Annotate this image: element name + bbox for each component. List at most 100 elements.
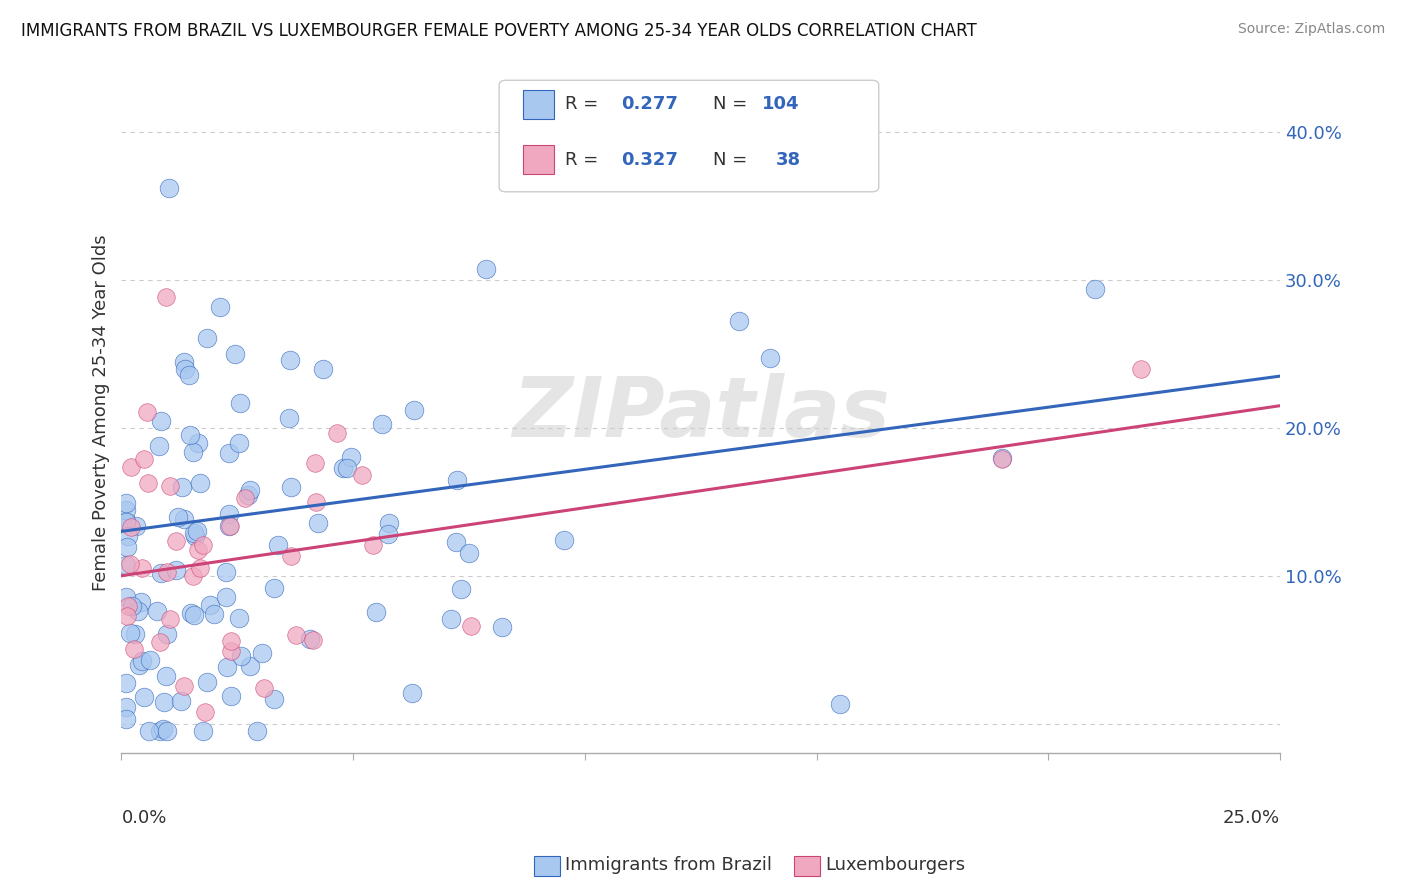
Point <box>117 529 139 543</box>
Point <box>378 516 401 531</box>
Point <box>136 475 159 490</box>
Point <box>218 519 240 533</box>
Point <box>170 480 193 494</box>
Point <box>305 494 328 508</box>
Point <box>198 598 221 612</box>
Point <box>153 696 176 710</box>
Text: Source: ZipAtlas.com: Source: ZipAtlas.com <box>1237 22 1385 37</box>
Point <box>146 604 169 618</box>
Point <box>401 686 423 700</box>
Point <box>377 527 399 541</box>
Point <box>125 518 148 533</box>
Point <box>157 181 180 195</box>
Text: 0.327: 0.327 <box>621 151 678 169</box>
Text: N =: N = <box>713 95 752 113</box>
Point <box>122 641 145 656</box>
Point <box>218 507 240 521</box>
Point <box>224 347 246 361</box>
Point <box>307 516 329 531</box>
Point <box>371 417 394 431</box>
Point <box>336 461 359 475</box>
Text: ZIPatlas: ZIPatlas <box>512 373 890 454</box>
Point <box>159 611 181 625</box>
Point <box>148 439 170 453</box>
Point <box>239 659 262 673</box>
Point <box>229 396 252 410</box>
Point <box>131 561 153 575</box>
Point <box>156 627 179 641</box>
Point <box>332 460 354 475</box>
Point <box>194 705 217 719</box>
Point <box>187 542 209 557</box>
Point <box>364 605 387 619</box>
Point <box>218 446 240 460</box>
Point <box>150 566 173 581</box>
Point <box>180 606 202 620</box>
Point <box>1130 361 1153 376</box>
Point <box>179 368 201 382</box>
Point <box>188 561 211 575</box>
Point <box>115 699 138 714</box>
Point <box>250 646 273 660</box>
Point <box>727 313 749 327</box>
Point <box>266 538 288 552</box>
Point <box>117 599 139 614</box>
Point <box>193 724 215 739</box>
Point <box>439 612 461 626</box>
Point <box>195 675 218 690</box>
Point <box>115 590 138 604</box>
Point <box>166 510 188 524</box>
Point <box>278 410 301 425</box>
Point <box>179 428 201 442</box>
Point <box>446 473 468 487</box>
Point <box>173 512 195 526</box>
Point <box>155 668 177 682</box>
Point <box>181 569 204 583</box>
Point <box>204 607 226 621</box>
Point <box>228 436 250 450</box>
Point <box>156 565 179 579</box>
Point <box>120 626 142 640</box>
Point <box>184 528 207 542</box>
Point <box>828 697 851 711</box>
Point <box>121 599 143 613</box>
Point <box>115 514 138 528</box>
Point <box>173 355 195 369</box>
Point <box>1084 282 1107 296</box>
Point <box>173 679 195 693</box>
Point <box>136 405 159 419</box>
Text: R =: R = <box>565 151 605 169</box>
Point <box>152 722 174 736</box>
Point <box>174 362 197 376</box>
Point <box>149 724 172 739</box>
Point <box>124 627 146 641</box>
Y-axis label: Female Poverty Among 25-34 Year Olds: Female Poverty Among 25-34 Year Olds <box>93 235 110 591</box>
Point <box>326 426 349 441</box>
Point <box>139 653 162 667</box>
Point <box>120 520 142 534</box>
Point <box>444 534 467 549</box>
Text: 25.0%: 25.0% <box>1223 809 1279 828</box>
Point <box>215 566 238 580</box>
Point <box>263 691 285 706</box>
Text: 0.277: 0.277 <box>621 95 678 113</box>
Text: Immigrants from Brazil: Immigrants from Brazil <box>565 856 772 874</box>
Point <box>215 590 238 604</box>
Point <box>491 620 513 634</box>
Point <box>991 452 1014 467</box>
Text: N =: N = <box>713 151 747 169</box>
Text: R =: R = <box>565 95 605 113</box>
Point <box>233 491 256 506</box>
Point <box>183 526 205 541</box>
Text: 104: 104 <box>762 95 800 113</box>
Point <box>280 353 302 368</box>
Point <box>155 290 177 304</box>
Point <box>759 351 782 365</box>
Point <box>183 608 205 623</box>
Point <box>218 518 240 533</box>
Point <box>115 609 138 624</box>
Text: IMMIGRANTS FROM BRAZIL VS LUXEMBOURGER FEMALE POVERTY AMONG 25-34 YEAR OLDS CORR: IMMIGRANTS FROM BRAZIL VS LUXEMBOURGER F… <box>21 22 977 40</box>
Point <box>138 724 160 739</box>
Point <box>301 633 323 648</box>
Point <box>159 479 181 493</box>
